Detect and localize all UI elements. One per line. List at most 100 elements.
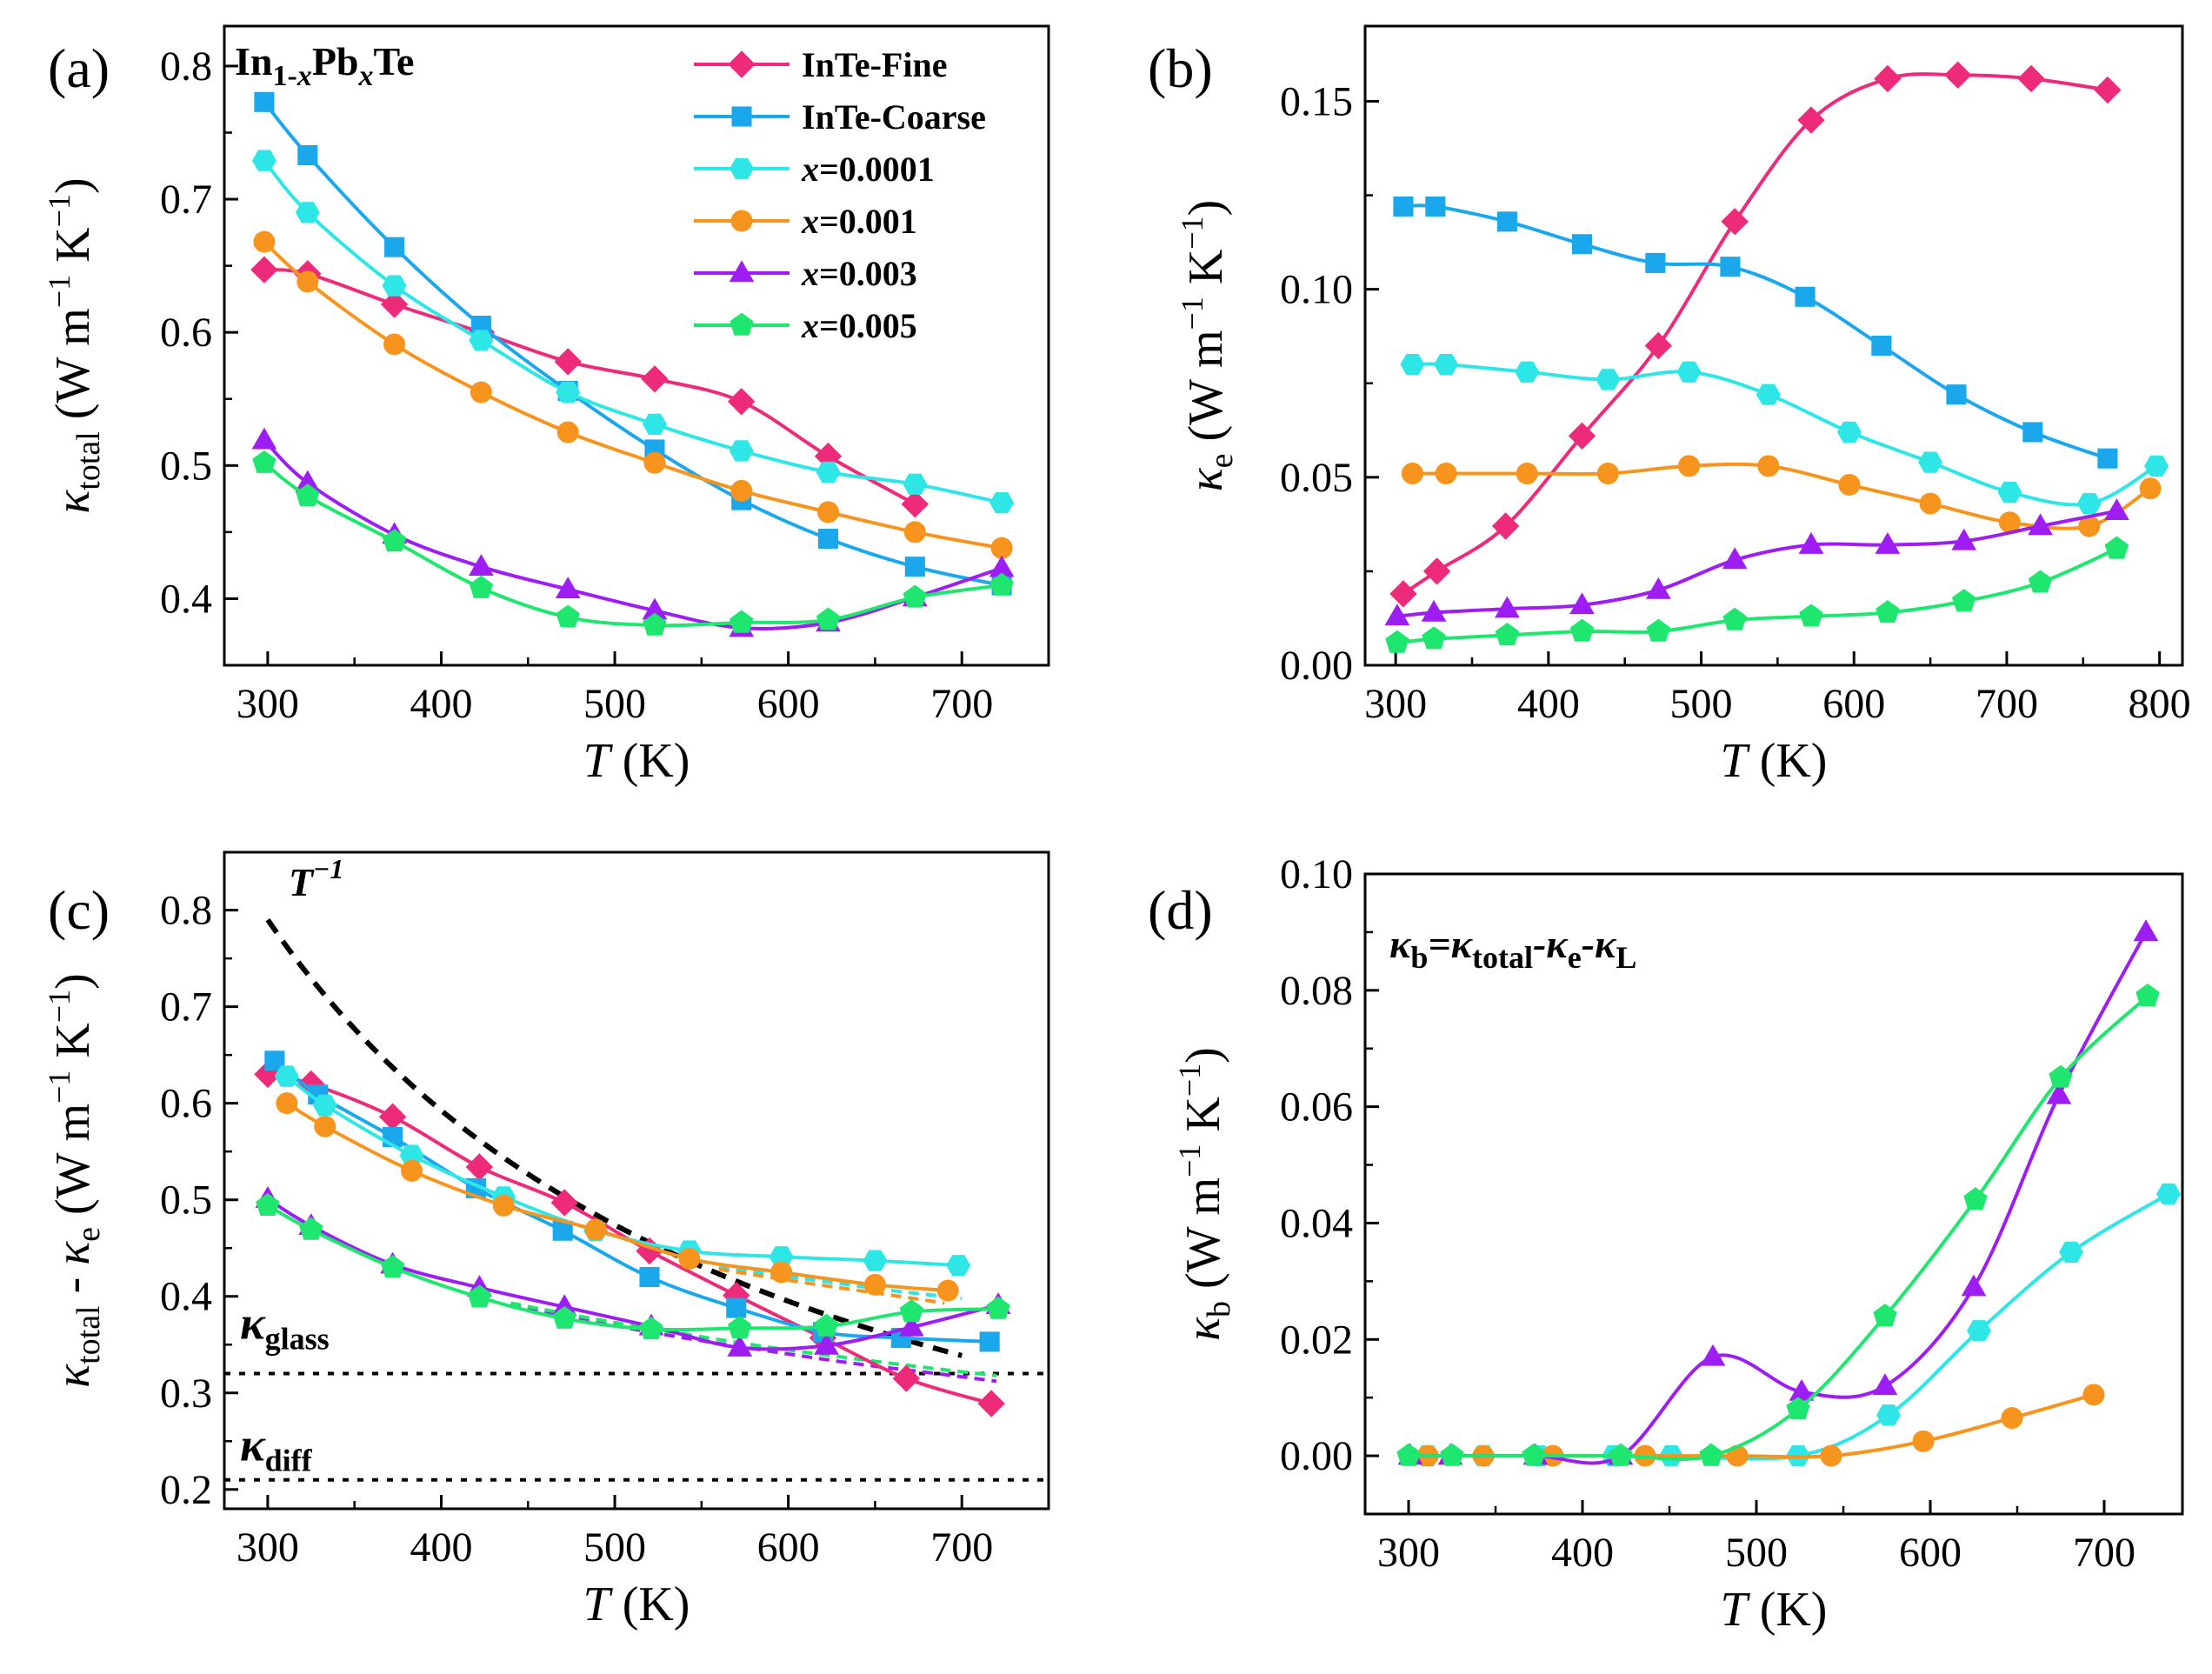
kappa-b-equation: κb=κtotal-κe-κL <box>1389 922 1636 975</box>
legend-marker <box>731 106 752 127</box>
data-point <box>401 1159 423 1182</box>
data-point <box>1919 492 1942 515</box>
y-tick-label: 0.7 <box>160 984 212 1030</box>
kappa-diff-label: κdiff <box>240 1419 313 1478</box>
data-point <box>643 612 667 636</box>
data-point <box>1795 286 1816 307</box>
series-line <box>1410 930 2148 1465</box>
panel-label: (c) <box>48 879 110 941</box>
data-point <box>252 450 276 473</box>
y-tick-label: 0.6 <box>160 1081 212 1127</box>
data-point <box>1797 106 1825 134</box>
data-point <box>1946 384 1967 405</box>
kappa-glass-label: κglass <box>240 1297 330 1357</box>
series-line <box>1409 995 2149 1462</box>
data-point <box>250 256 278 283</box>
data-point <box>1401 463 1423 484</box>
data-point <box>264 1050 285 1071</box>
data-point <box>383 333 406 356</box>
data-point <box>465 1153 494 1181</box>
panel-label: (d) <box>1148 879 1213 941</box>
series-x=0.001 <box>1416 1384 2105 1467</box>
data-point <box>1820 1444 1842 1467</box>
data-point <box>1646 618 1671 642</box>
data-point <box>1722 607 1747 630</box>
data-point <box>469 575 494 598</box>
x-tick-label: 400 <box>410 681 472 727</box>
data-point <box>1596 369 1621 390</box>
data-point <box>1720 257 1741 277</box>
series-line <box>273 1059 990 1344</box>
series-x=0.0001 <box>1416 1183 2181 1467</box>
data-point <box>1434 354 1459 376</box>
data-point <box>901 490 929 518</box>
plot-area <box>1384 61 2169 653</box>
x-tick-label: 500 <box>1725 1530 1788 1576</box>
data-point <box>1876 1404 1901 1426</box>
data-point <box>1421 599 1447 622</box>
data-point <box>1393 196 1414 217</box>
data-point <box>1496 211 1517 232</box>
data-point <box>643 451 666 474</box>
y-tick-label: 0.10 <box>1280 851 1353 897</box>
data-point <box>904 557 925 577</box>
y-tick-label: 0.7 <box>160 177 212 223</box>
legend-marker <box>730 312 754 336</box>
legend-label: x=0.001 <box>801 202 917 241</box>
x-axis-label: T (K) <box>583 734 690 788</box>
data-point <box>1677 455 1700 477</box>
legend-marker <box>730 210 753 232</box>
y-tick-label: 0.8 <box>160 888 212 934</box>
data-point <box>2028 513 2053 536</box>
data-point <box>2001 1407 2023 1430</box>
x-tick-label: 700 <box>930 1524 993 1571</box>
y-tick-label: 0.8 <box>160 43 212 90</box>
data-point <box>639 1317 663 1340</box>
series-line <box>263 240 1003 550</box>
series-x=0.005 <box>1385 536 2129 653</box>
x-tick-label: 700 <box>1975 681 2038 727</box>
data-point <box>2094 76 2122 104</box>
plot-area <box>224 917 1049 1482</box>
fit-line-x=0.0001 <box>718 1265 963 1300</box>
data-point <box>730 610 754 633</box>
x-tick-label: 600 <box>757 681 820 727</box>
data-point <box>1756 383 1781 405</box>
series-line <box>1428 1392 2095 1459</box>
legend-entry-x=0.005: x=0.005 <box>694 306 917 345</box>
panel-d: 300 400 500 600 700 0.00 0.02 0.04 0.06 0.08 0.10 (… <box>1148 851 2184 1637</box>
data-point <box>729 440 754 462</box>
panel-c: 300 400 500 600 700 0.2 0.3 0.4 0.5 0.6 0.7 0.8 (c) T… <box>42 850 1050 1631</box>
y-tick-label: 0.05 <box>1280 455 1353 501</box>
data-point <box>297 144 318 166</box>
data-point <box>816 607 841 630</box>
data-point <box>979 1331 1000 1352</box>
data-point <box>1515 361 1540 383</box>
data-point <box>299 1217 323 1240</box>
data-point <box>816 461 841 484</box>
legend-entry-x=0.0001: x=0.0001 <box>694 150 935 189</box>
data-point <box>903 584 927 608</box>
data-point <box>1422 626 1446 650</box>
panel-label: (b) <box>1148 37 1213 99</box>
data-point <box>986 1296 1010 1319</box>
data-point <box>1568 422 1596 450</box>
data-point <box>584 1218 607 1241</box>
data-point <box>1396 1443 1421 1466</box>
data-point <box>1645 577 1671 599</box>
data-point <box>2104 498 2129 520</box>
y-tick-label: 0.15 <box>1280 78 1353 124</box>
data-point <box>1873 1304 1897 1327</box>
data-point <box>1875 531 1901 554</box>
y-axis-label: κe (W m−1 K−1) <box>1175 200 1240 492</box>
legend-marker <box>729 260 755 283</box>
x-tick-label: 400 <box>410 1524 472 1571</box>
data-point <box>730 479 753 502</box>
x-axis-label: T (K) <box>1721 1583 1828 1637</box>
data-point <box>1799 604 1823 627</box>
data-point <box>2097 448 2118 469</box>
y-tick-label: 0.00 <box>1280 643 1353 689</box>
data-point <box>550 1189 578 1217</box>
legend-entry-InTe-Fine: InTe-Fine <box>694 45 947 84</box>
fit-line-x=0.005 <box>510 1301 997 1377</box>
